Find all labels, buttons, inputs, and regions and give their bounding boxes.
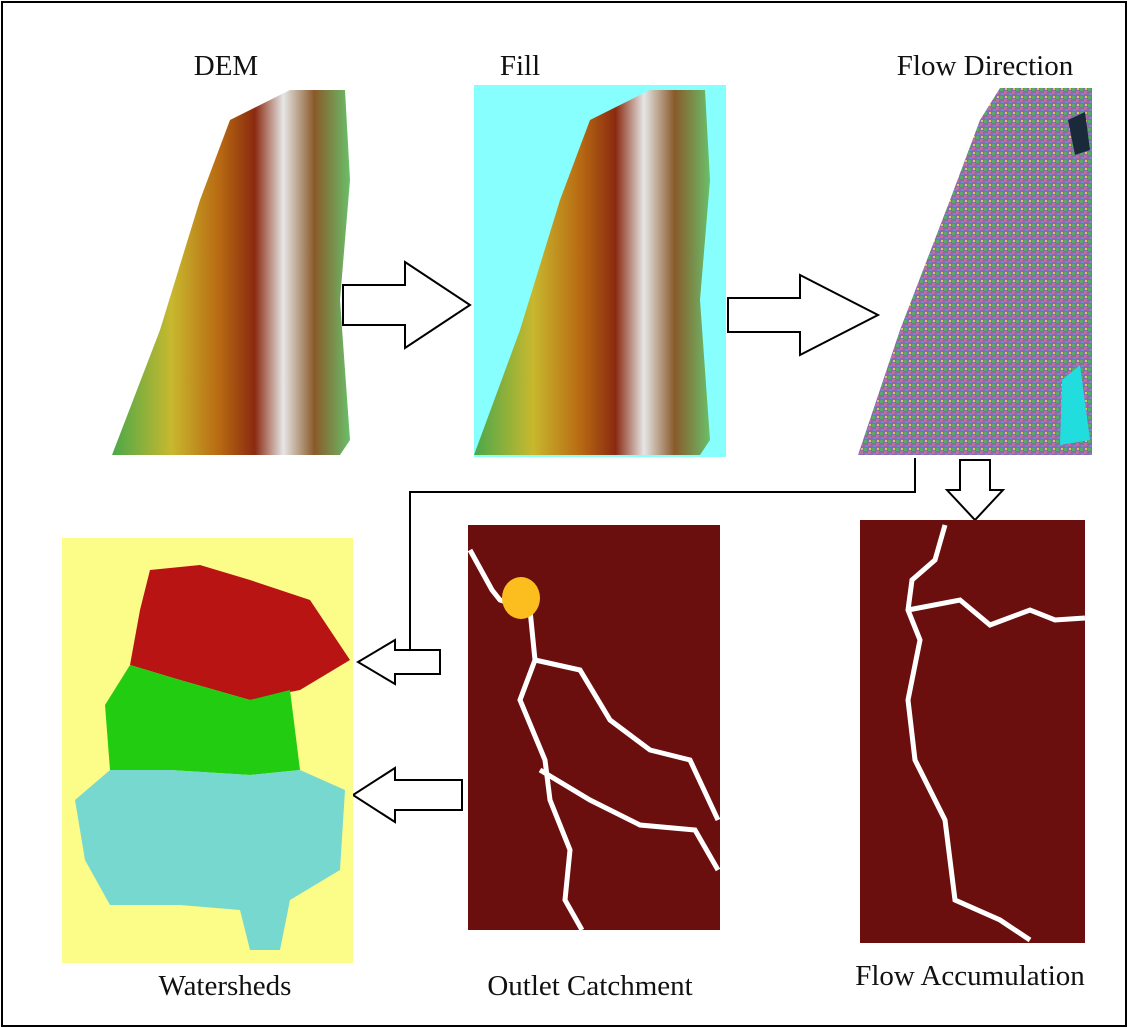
label-flow-accumulation: Flow Accumulation [855, 960, 1085, 992]
flow-accumulation-map [860, 520, 1085, 943]
diagram: DEM Fill Flow Direction Flow Accumulatio… [0, 0, 1128, 1028]
label-dem: DEM [194, 50, 258, 82]
label-watersheds: Watersheds [159, 970, 292, 1002]
label-outlet-catchment: Outlet Catchment [487, 970, 692, 1002]
outlet-point [502, 577, 540, 619]
label-flow-direction: Flow Direction [897, 50, 1074, 82]
label-fill: Fill [500, 50, 540, 82]
